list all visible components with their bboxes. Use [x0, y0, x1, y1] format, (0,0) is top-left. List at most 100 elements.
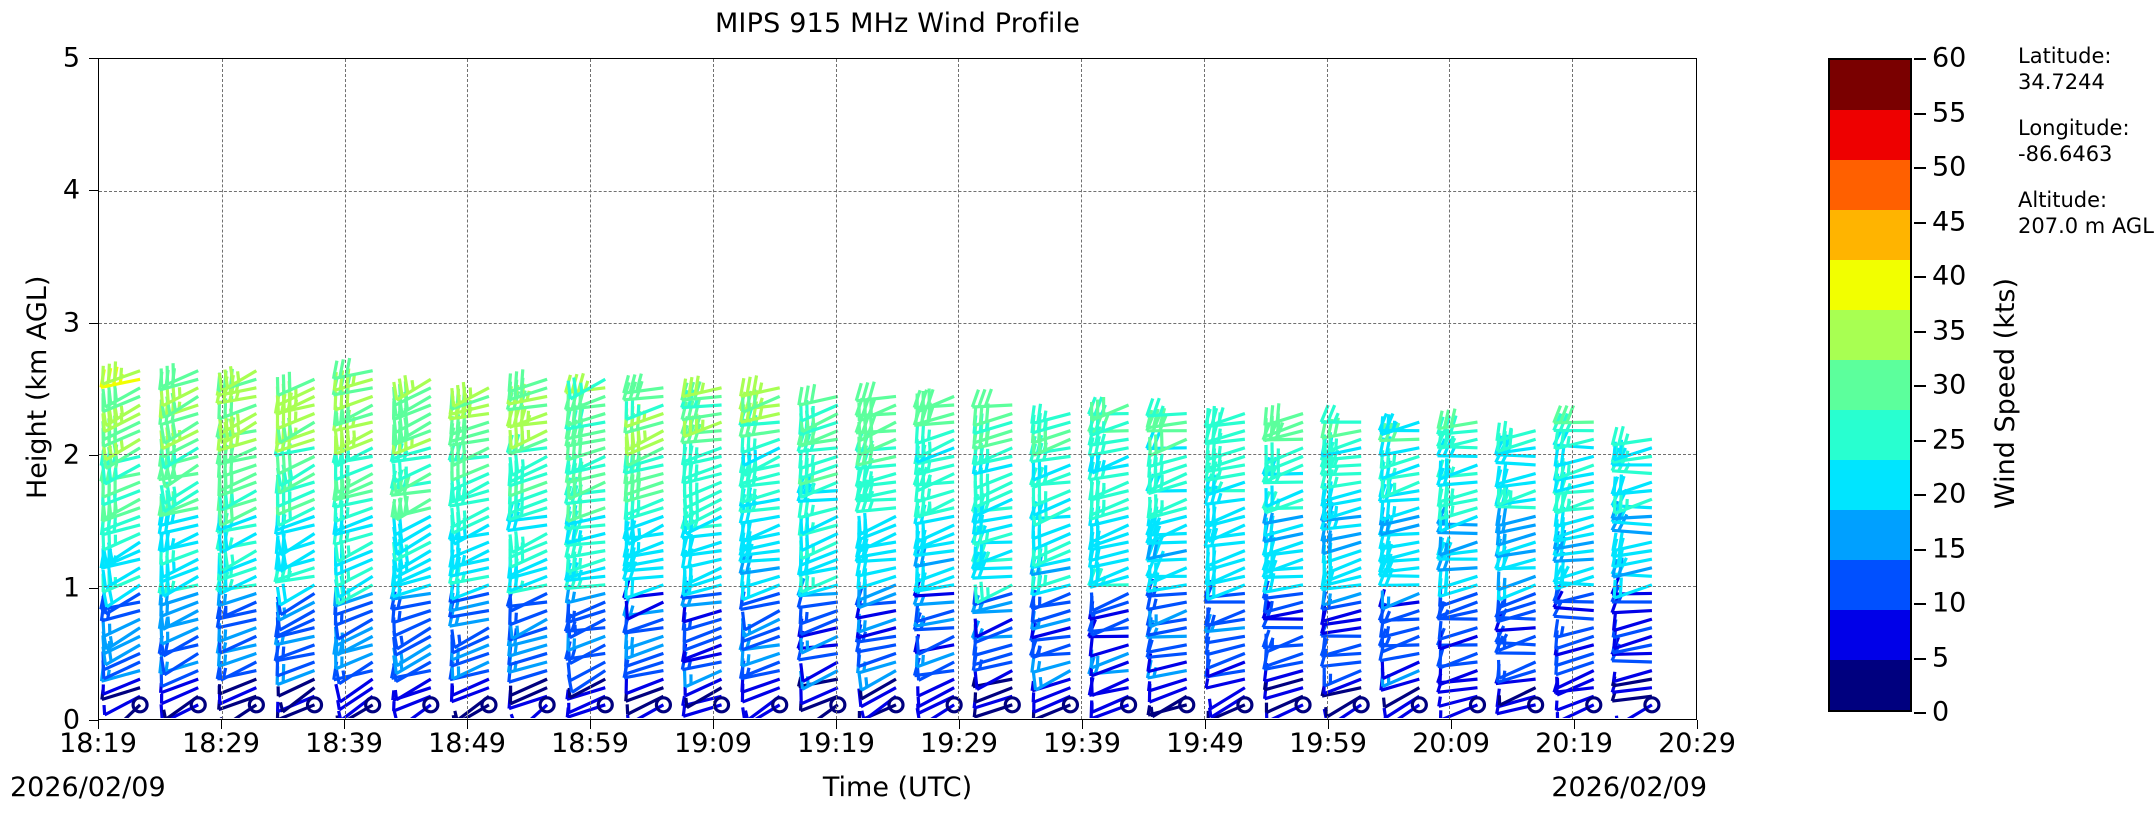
wind-profile-column	[99, 361, 149, 718]
wind-profile-column	[622, 373, 673, 718]
colorbar-segment	[1830, 60, 1910, 110]
colorbar-segment	[1830, 510, 1910, 560]
y-tick-label: 5	[62, 42, 80, 74]
colorbar-tick-mark	[1914, 603, 1926, 605]
y-tick-mark	[89, 322, 98, 324]
wind-profile-column	[505, 369, 556, 718]
grid-line-vertical	[590, 59, 592, 719]
x-tick-mark	[713, 720, 714, 729]
colorbar-segment	[1830, 360, 1910, 410]
colorbar-tick-mark	[1914, 439, 1926, 442]
wind-profile-column	[680, 375, 731, 718]
colorbar-tick-label: 15	[1932, 533, 1967, 564]
wind-profile-column	[1203, 405, 1254, 718]
colorbar-tick-mark	[1914, 548, 1926, 551]
grid-line-vertical	[221, 59, 223, 719]
y-tick-label: 0	[62, 704, 80, 736]
colorbar-tick-mark	[1914, 58, 1926, 60]
metadata-value: 207.0 m AGL	[2018, 214, 2154, 239]
wind-profile-column	[1028, 403, 1080, 718]
x-tick-label: 19:39	[1043, 728, 1121, 759]
colorbar-segment	[1830, 260, 1910, 310]
colorbar-segment	[1830, 160, 1910, 210]
grid-line-vertical	[344, 59, 346, 719]
x-tick-label: 18:39	[305, 728, 383, 759]
grid-line-vertical	[712, 59, 714, 719]
colorbar-segment	[1830, 210, 1910, 260]
y-tick-mark	[89, 190, 98, 192]
wind-profile-column	[854, 381, 905, 718]
colorbar-tick-mark	[1914, 657, 1926, 660]
x-tick-mark	[1328, 720, 1329, 729]
start-date-label: 2026/02/09	[10, 772, 166, 803]
x-tick-label: 19:59	[1289, 728, 1367, 759]
wind-profile-column	[447, 381, 498, 718]
grid-line-horizontal	[99, 586, 1696, 588]
x-tick-label: 19:19	[797, 728, 875, 759]
metadata-block: Altitude: 207.0 m AGL	[2018, 188, 2155, 239]
colorbar-title: Wind Speed (kts)	[1990, 277, 2021, 509]
wind-profile-column	[157, 363, 207, 718]
colorbar-tick-mark	[1914, 276, 1926, 278]
wind-profile-column	[738, 375, 789, 718]
x-tick-mark	[959, 720, 960, 729]
y-tick-label: 4	[62, 174, 80, 206]
x-tick-mark	[1697, 720, 1698, 729]
x-tick-label: 20:09	[1412, 728, 1490, 759]
grid-line-vertical	[958, 59, 960, 719]
colorbar-tick-label: 35	[1932, 315, 1967, 346]
metadata-value: -86.6463	[2018, 141, 2113, 166]
plot-area	[98, 58, 1697, 720]
x-tick-mark	[590, 720, 591, 729]
wind-profile-column	[273, 371, 324, 718]
colorbar-tick-label: 0	[1932, 696, 1950, 728]
colorbar-tick-label: 55	[1932, 97, 1967, 128]
wind-profile-column	[1552, 404, 1603, 718]
metadata-block: Latitude: 34.7244	[2018, 44, 2155, 95]
grid-line-vertical	[1203, 59, 1205, 719]
wind-profile-column	[796, 383, 847, 718]
x-axis-title: Time (UTC)	[822, 772, 973, 803]
y-tick-label: 1	[62, 572, 80, 604]
metadata-label: Latitude:	[2018, 44, 2112, 68]
colorbar-tick-mark	[1914, 221, 1926, 224]
wind-profile-column	[331, 357, 382, 718]
x-tick-mark	[836, 720, 837, 729]
wind-profile-column	[1145, 397, 1196, 718]
colorbar-tick-mark	[1914, 167, 1926, 169]
x-tick-label: 18:49	[428, 728, 506, 759]
page-title: MIPS 915 MHz Wind Profile	[714, 8, 1081, 39]
metadata-block: Longitude: -86.6463	[2018, 116, 2155, 167]
wind-profile-column	[1319, 404, 1370, 718]
x-tick-label: 18:19	[59, 728, 137, 759]
colorbar-tick-label: 60	[1932, 42, 1967, 74]
x-tick-mark	[1205, 720, 1206, 729]
metadata-label: Longitude:	[2018, 116, 2130, 141]
colorbar-segment	[1830, 610, 1910, 660]
y-tick-mark	[89, 58, 98, 59]
wind-profile-column	[1610, 425, 1661, 718]
wind-profile-column	[912, 388, 963, 718]
y-tick-label: 2	[62, 439, 80, 471]
x-tick-mark	[98, 720, 99, 729]
colorbar-tick-label: 5	[1932, 642, 1950, 673]
y-tick-mark	[89, 720, 98, 721]
x-tick-label: 18:29	[182, 728, 260, 759]
x-tick-mark	[221, 720, 222, 729]
colorbar-tick-label: 20	[1932, 478, 1967, 510]
colorbar-segment	[1830, 410, 1910, 460]
colorbar-segment	[1830, 560, 1910, 610]
colorbar-tick-label: 25	[1932, 424, 1967, 455]
x-tick-label: 20:19	[1535, 728, 1613, 759]
colorbar-tick-label: 50	[1932, 151, 1967, 183]
grid-line-vertical	[1572, 59, 1574, 719]
y-tick-mark	[89, 587, 98, 589]
wind-profile-column	[215, 366, 265, 718]
colorbar	[1828, 58, 1912, 712]
x-tick-mark	[1574, 720, 1575, 729]
x-tick-mark	[467, 720, 468, 729]
x-tick-mark	[1451, 720, 1452, 729]
grid-line-horizontal	[99, 322, 1696, 324]
x-tick-label: 19:49	[1166, 728, 1244, 759]
